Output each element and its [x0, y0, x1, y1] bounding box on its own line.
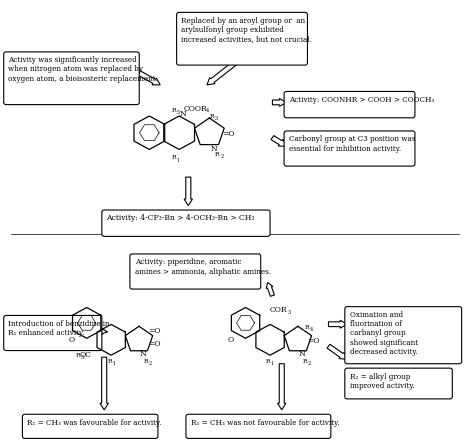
FancyBboxPatch shape [4, 316, 102, 351]
Text: =O: =O [222, 130, 234, 138]
Polygon shape [271, 136, 286, 146]
Text: O: O [69, 336, 75, 344]
FancyBboxPatch shape [177, 12, 308, 65]
FancyBboxPatch shape [130, 254, 261, 289]
Text: R: R [172, 108, 176, 113]
Text: Activity was significantly increased
when nitrogen atom was replaced by
oxygen a: Activity was significantly increased whe… [9, 56, 158, 83]
Text: R: R [144, 359, 149, 364]
Text: N: N [140, 351, 146, 358]
Polygon shape [136, 70, 160, 85]
FancyBboxPatch shape [22, 414, 158, 438]
Text: Activity: piperidine, aromatic
amines > ammonia, aliphatic amines.: Activity: piperidine, aromatic amines > … [135, 258, 271, 275]
Text: Replaced by an aroyl group or  an
arylsulfonyl group exhibited
increased activit: Replaced by an aroyl group or an arylsul… [181, 17, 312, 43]
Text: 1: 1 [271, 361, 274, 366]
Polygon shape [327, 344, 347, 359]
Polygon shape [266, 282, 274, 296]
Text: 2: 2 [308, 361, 311, 366]
Text: R₂ = alkyl group
improved activity.: R₂ = alkyl group improved activity. [349, 373, 414, 390]
Text: 3: 3 [81, 355, 84, 360]
Polygon shape [273, 99, 286, 107]
Text: 2: 2 [149, 361, 152, 366]
Polygon shape [184, 177, 192, 206]
Text: COOR: COOR [183, 104, 207, 113]
Text: COR: COR [269, 306, 287, 314]
Text: 4: 4 [310, 328, 312, 332]
Text: R₁ = CH₃ was favourable for activity.: R₁ = CH₃ was favourable for activity. [27, 419, 162, 427]
Text: 1: 1 [177, 158, 180, 163]
Text: R: R [76, 353, 81, 358]
Text: R: R [215, 152, 219, 157]
FancyBboxPatch shape [345, 307, 462, 364]
Text: Activity: 4-CF₃-Bn > 4-OCH₃-Bn > CH₃: Activity: 4-CF₃-Bn > 4-OCH₃-Bn > CH₃ [107, 214, 255, 222]
FancyBboxPatch shape [102, 210, 270, 236]
Polygon shape [278, 364, 286, 410]
Text: R: R [305, 325, 309, 330]
Text: OC: OC [80, 351, 92, 359]
Text: R: R [210, 114, 214, 118]
Text: Carbonyl group at C3 position was
essential for inhibition activity.: Carbonyl group at C3 position was essent… [289, 135, 415, 152]
Text: Oximation and
fluorination of
carbanyl group
showed significant
decreased activi: Oximation and fluorination of carbanyl g… [349, 311, 418, 356]
Polygon shape [101, 328, 108, 335]
FancyBboxPatch shape [4, 52, 139, 105]
Text: N: N [299, 351, 305, 358]
Text: R: R [266, 359, 271, 364]
Text: R: R [107, 359, 112, 364]
Text: 3: 3 [215, 116, 218, 121]
Text: N: N [179, 110, 186, 118]
Polygon shape [100, 357, 109, 410]
Text: 5: 5 [177, 110, 180, 115]
FancyBboxPatch shape [186, 414, 331, 438]
Text: 1: 1 [112, 361, 115, 366]
FancyBboxPatch shape [284, 91, 415, 118]
FancyBboxPatch shape [284, 131, 415, 166]
Polygon shape [328, 320, 347, 328]
Text: R₁ = CH₃ was not favourable for activity.: R₁ = CH₃ was not favourable for activity… [191, 419, 339, 427]
Text: R: R [172, 155, 176, 160]
Polygon shape [207, 61, 237, 85]
FancyBboxPatch shape [345, 368, 452, 399]
Text: 2: 2 [220, 154, 223, 160]
Text: 3: 3 [287, 310, 291, 315]
Text: Activity: COONHR > COOH > COOCH₃: Activity: COONHR > COOH > COOCH₃ [289, 96, 434, 104]
Text: Introduction of benzidine in
R₁ enhanced activity.: Introduction of benzidine in R₁ enhanced… [9, 320, 110, 337]
Text: 4: 4 [206, 108, 209, 113]
Text: O: O [228, 336, 234, 344]
Text: =O: =O [148, 327, 161, 335]
Text: =O: =O [148, 340, 161, 348]
Text: R: R [303, 359, 308, 364]
Text: =O: =O [307, 337, 319, 345]
Text: N: N [210, 145, 217, 152]
